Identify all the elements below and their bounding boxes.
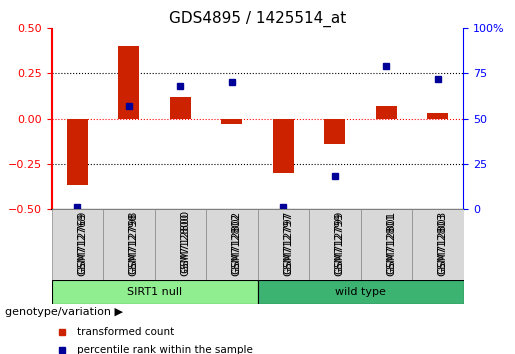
Bar <box>273 119 294 173</box>
Bar <box>170 97 191 119</box>
Text: GSM712797: GSM712797 <box>283 212 293 276</box>
Text: GSM712798: GSM712798 <box>129 210 139 274</box>
Bar <box>360 209 412 280</box>
Text: GSM712803: GSM712803 <box>438 212 448 276</box>
Text: GSM712802: GSM712802 <box>232 210 242 274</box>
Bar <box>412 209 464 280</box>
Bar <box>154 209 206 280</box>
Text: GSM712800: GSM712800 <box>180 210 190 273</box>
Bar <box>103 209 154 280</box>
Bar <box>206 209 258 280</box>
Text: GSM712800: GSM712800 <box>180 212 190 275</box>
Bar <box>52 280 258 304</box>
Text: GSM712769: GSM712769 <box>77 212 87 276</box>
Bar <box>118 46 139 119</box>
Title: GDS4895 / 1425514_at: GDS4895 / 1425514_at <box>169 11 346 27</box>
Text: GSM712801: GSM712801 <box>386 212 396 276</box>
Text: GSM712802: GSM712802 <box>232 212 242 276</box>
Text: GSM712769: GSM712769 <box>77 210 87 274</box>
Bar <box>67 119 88 185</box>
Text: genotype/variation ▶: genotype/variation ▶ <box>5 307 123 317</box>
Bar <box>258 209 309 280</box>
Bar <box>309 209 360 280</box>
Text: GSM712801: GSM712801 <box>386 210 396 274</box>
Text: GSM712798: GSM712798 <box>129 212 139 276</box>
Bar <box>52 209 103 280</box>
Bar <box>221 119 242 124</box>
Bar <box>324 119 345 144</box>
Text: GSM712797: GSM712797 <box>283 210 293 274</box>
Bar <box>376 106 397 119</box>
Text: wild type: wild type <box>335 287 386 297</box>
Text: SIRT1 null: SIRT1 null <box>127 287 182 297</box>
Text: GSM712799: GSM712799 <box>335 210 345 274</box>
Bar <box>258 280 464 304</box>
Text: GSM712803: GSM712803 <box>438 210 448 274</box>
Bar <box>427 113 448 119</box>
Text: transformed count: transformed count <box>77 327 175 337</box>
Text: GSM712799: GSM712799 <box>335 212 345 276</box>
Text: percentile rank within the sample: percentile rank within the sample <box>77 345 253 354</box>
